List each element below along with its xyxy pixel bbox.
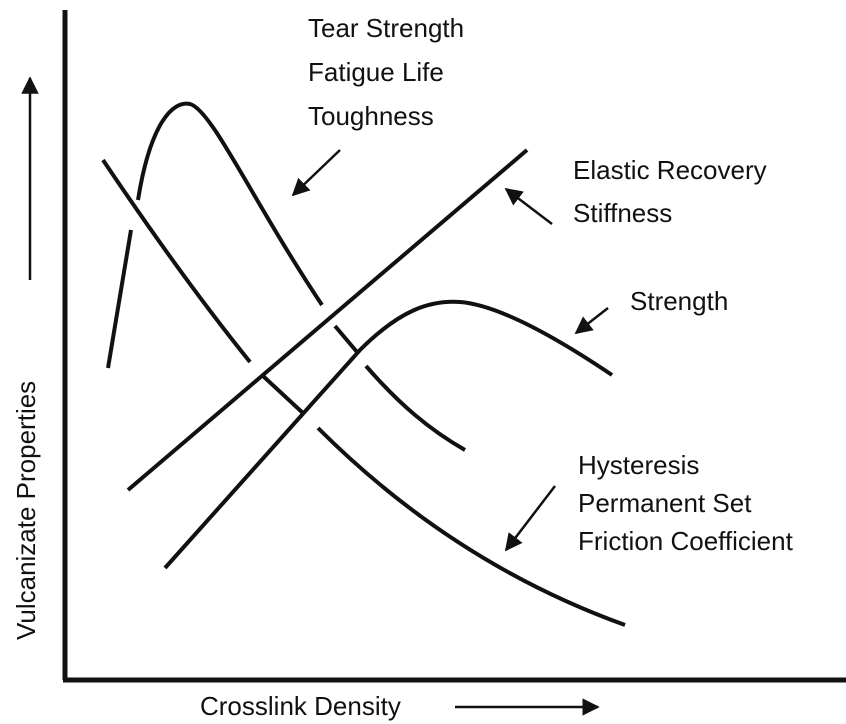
curve-label: Fatigue Life (308, 57, 444, 87)
curve-label: Strength (630, 286, 728, 316)
pointer-arrow (291, 149, 341, 197)
hysteresis-curve (101, 158, 626, 627)
curve-label: Hysteresis (578, 450, 699, 480)
curve-label: Toughness (308, 101, 434, 131)
pointer-arrow (504, 187, 553, 225)
x-axis-label: Crosslink Density (200, 691, 401, 721)
curve-label: Friction Coefficient (578, 526, 794, 556)
curve-label: Elastic Recovery (573, 155, 767, 185)
y-axis-label: Vulcanizate Properties (11, 381, 41, 640)
strength-curve (163, 299, 614, 570)
curve-label: Stiffness (573, 198, 672, 228)
pointer-arrow (504, 485, 556, 552)
curve-label: Permanent Set (578, 488, 752, 518)
pointer-arrow (574, 307, 609, 335)
elastic-line (126, 148, 529, 492)
curve-label: Tear Strength (308, 13, 464, 43)
tear-curve (106, 101, 466, 452)
